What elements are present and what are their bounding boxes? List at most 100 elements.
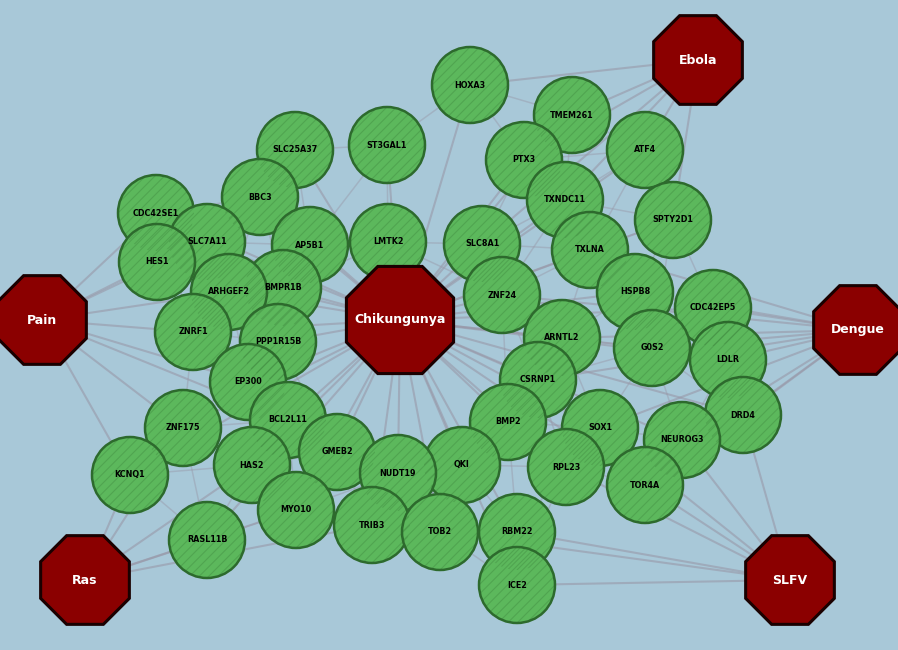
Text: ZNF24: ZNF24 [488,291,516,300]
Text: QKI: QKI [454,460,470,469]
Text: HES1: HES1 [145,257,169,266]
Circle shape [528,429,604,505]
Text: RASL11B: RASL11B [187,536,227,545]
Text: HAS2: HAS2 [240,460,264,469]
Text: SLC7A11: SLC7A11 [187,237,227,246]
Circle shape [92,437,168,513]
Text: TOB2: TOB2 [428,528,452,536]
Circle shape [690,322,766,398]
Text: SOX1: SOX1 [588,424,612,432]
Text: CSRNP1: CSRNP1 [520,376,556,385]
Circle shape [635,182,711,258]
Circle shape [597,254,673,330]
Text: KCNQ1: KCNQ1 [115,471,145,480]
Circle shape [424,427,500,503]
Text: PTX3: PTX3 [513,155,535,164]
Text: ARHGEF2: ARHGEF2 [208,287,250,296]
Polygon shape [40,536,129,625]
Text: BMP2: BMP2 [495,417,521,426]
Circle shape [350,204,426,280]
Circle shape [444,206,520,282]
Circle shape [500,342,576,418]
Text: ST3GAL1: ST3GAL1 [366,140,407,150]
Text: SLFV: SLFV [772,573,807,586]
Circle shape [479,494,555,570]
Circle shape [432,47,508,123]
Circle shape [240,304,316,380]
Text: Ebola: Ebola [679,53,718,66]
Text: TXNDC11: TXNDC11 [544,196,586,205]
Circle shape [644,402,720,478]
Text: SLC8A1: SLC8A1 [465,239,499,248]
Circle shape [119,224,195,300]
Text: TRIB3: TRIB3 [359,521,385,530]
Circle shape [145,390,221,466]
Text: AP5B1: AP5B1 [295,240,324,250]
Text: HSPB8: HSPB8 [620,287,650,296]
Text: NUDT19: NUDT19 [380,469,417,478]
Circle shape [705,377,781,453]
Circle shape [250,382,326,458]
Text: BMPR1B: BMPR1B [264,283,302,292]
Circle shape [562,390,638,466]
Circle shape [360,435,436,511]
Circle shape [245,250,321,326]
Circle shape [258,472,334,548]
Text: Ras: Ras [72,573,98,586]
Circle shape [534,77,610,153]
Text: GMEB2: GMEB2 [321,447,353,456]
Circle shape [257,112,333,188]
Polygon shape [814,285,898,374]
Polygon shape [347,266,453,374]
Polygon shape [654,16,743,105]
Circle shape [402,494,478,570]
Circle shape [349,107,425,183]
Text: LDLR: LDLR [717,356,739,365]
Polygon shape [0,276,86,365]
Circle shape [552,212,628,288]
Circle shape [299,414,375,490]
Text: CDC42SE1: CDC42SE1 [133,209,179,218]
Text: ZNRF1: ZNRF1 [178,328,207,337]
Circle shape [118,175,194,251]
Circle shape [524,300,600,376]
Text: ARNTL2: ARNTL2 [544,333,580,343]
Circle shape [334,487,410,563]
Circle shape [210,344,286,420]
Text: HOXA3: HOXA3 [454,81,486,90]
Circle shape [464,257,540,333]
Text: Pain: Pain [27,313,57,326]
Text: TMEM261: TMEM261 [550,111,594,120]
Text: PPP1R15B: PPP1R15B [255,337,301,346]
Circle shape [675,270,751,346]
Text: BCL2L11: BCL2L11 [269,415,307,424]
Circle shape [479,547,555,623]
Text: CDC42EP5: CDC42EP5 [690,304,736,313]
Circle shape [169,502,245,578]
Circle shape [527,162,603,238]
Circle shape [222,159,298,235]
Text: G0S2: G0S2 [640,343,664,352]
Circle shape [470,384,546,460]
Circle shape [486,122,562,198]
Text: TXLNA: TXLNA [575,246,605,255]
Text: Chikungunya: Chikungunya [355,313,445,326]
Text: ATF4: ATF4 [634,146,656,155]
Text: LMTK2: LMTK2 [373,237,403,246]
Circle shape [169,204,245,280]
Circle shape [272,207,348,283]
Text: ZNF175: ZNF175 [166,424,200,432]
Circle shape [607,447,683,523]
Text: RPL23: RPL23 [552,463,580,471]
Text: EP300: EP300 [234,378,262,387]
Text: NEUROG3: NEUROG3 [660,436,704,445]
Text: ICE2: ICE2 [507,580,527,590]
Circle shape [214,427,290,503]
Text: MYO10: MYO10 [280,506,312,515]
Circle shape [155,294,231,370]
Text: SLC25A37: SLC25A37 [272,146,318,155]
Circle shape [614,310,690,386]
Text: RBM22: RBM22 [501,528,533,536]
Circle shape [191,254,267,330]
Text: DRD4: DRD4 [731,411,755,419]
